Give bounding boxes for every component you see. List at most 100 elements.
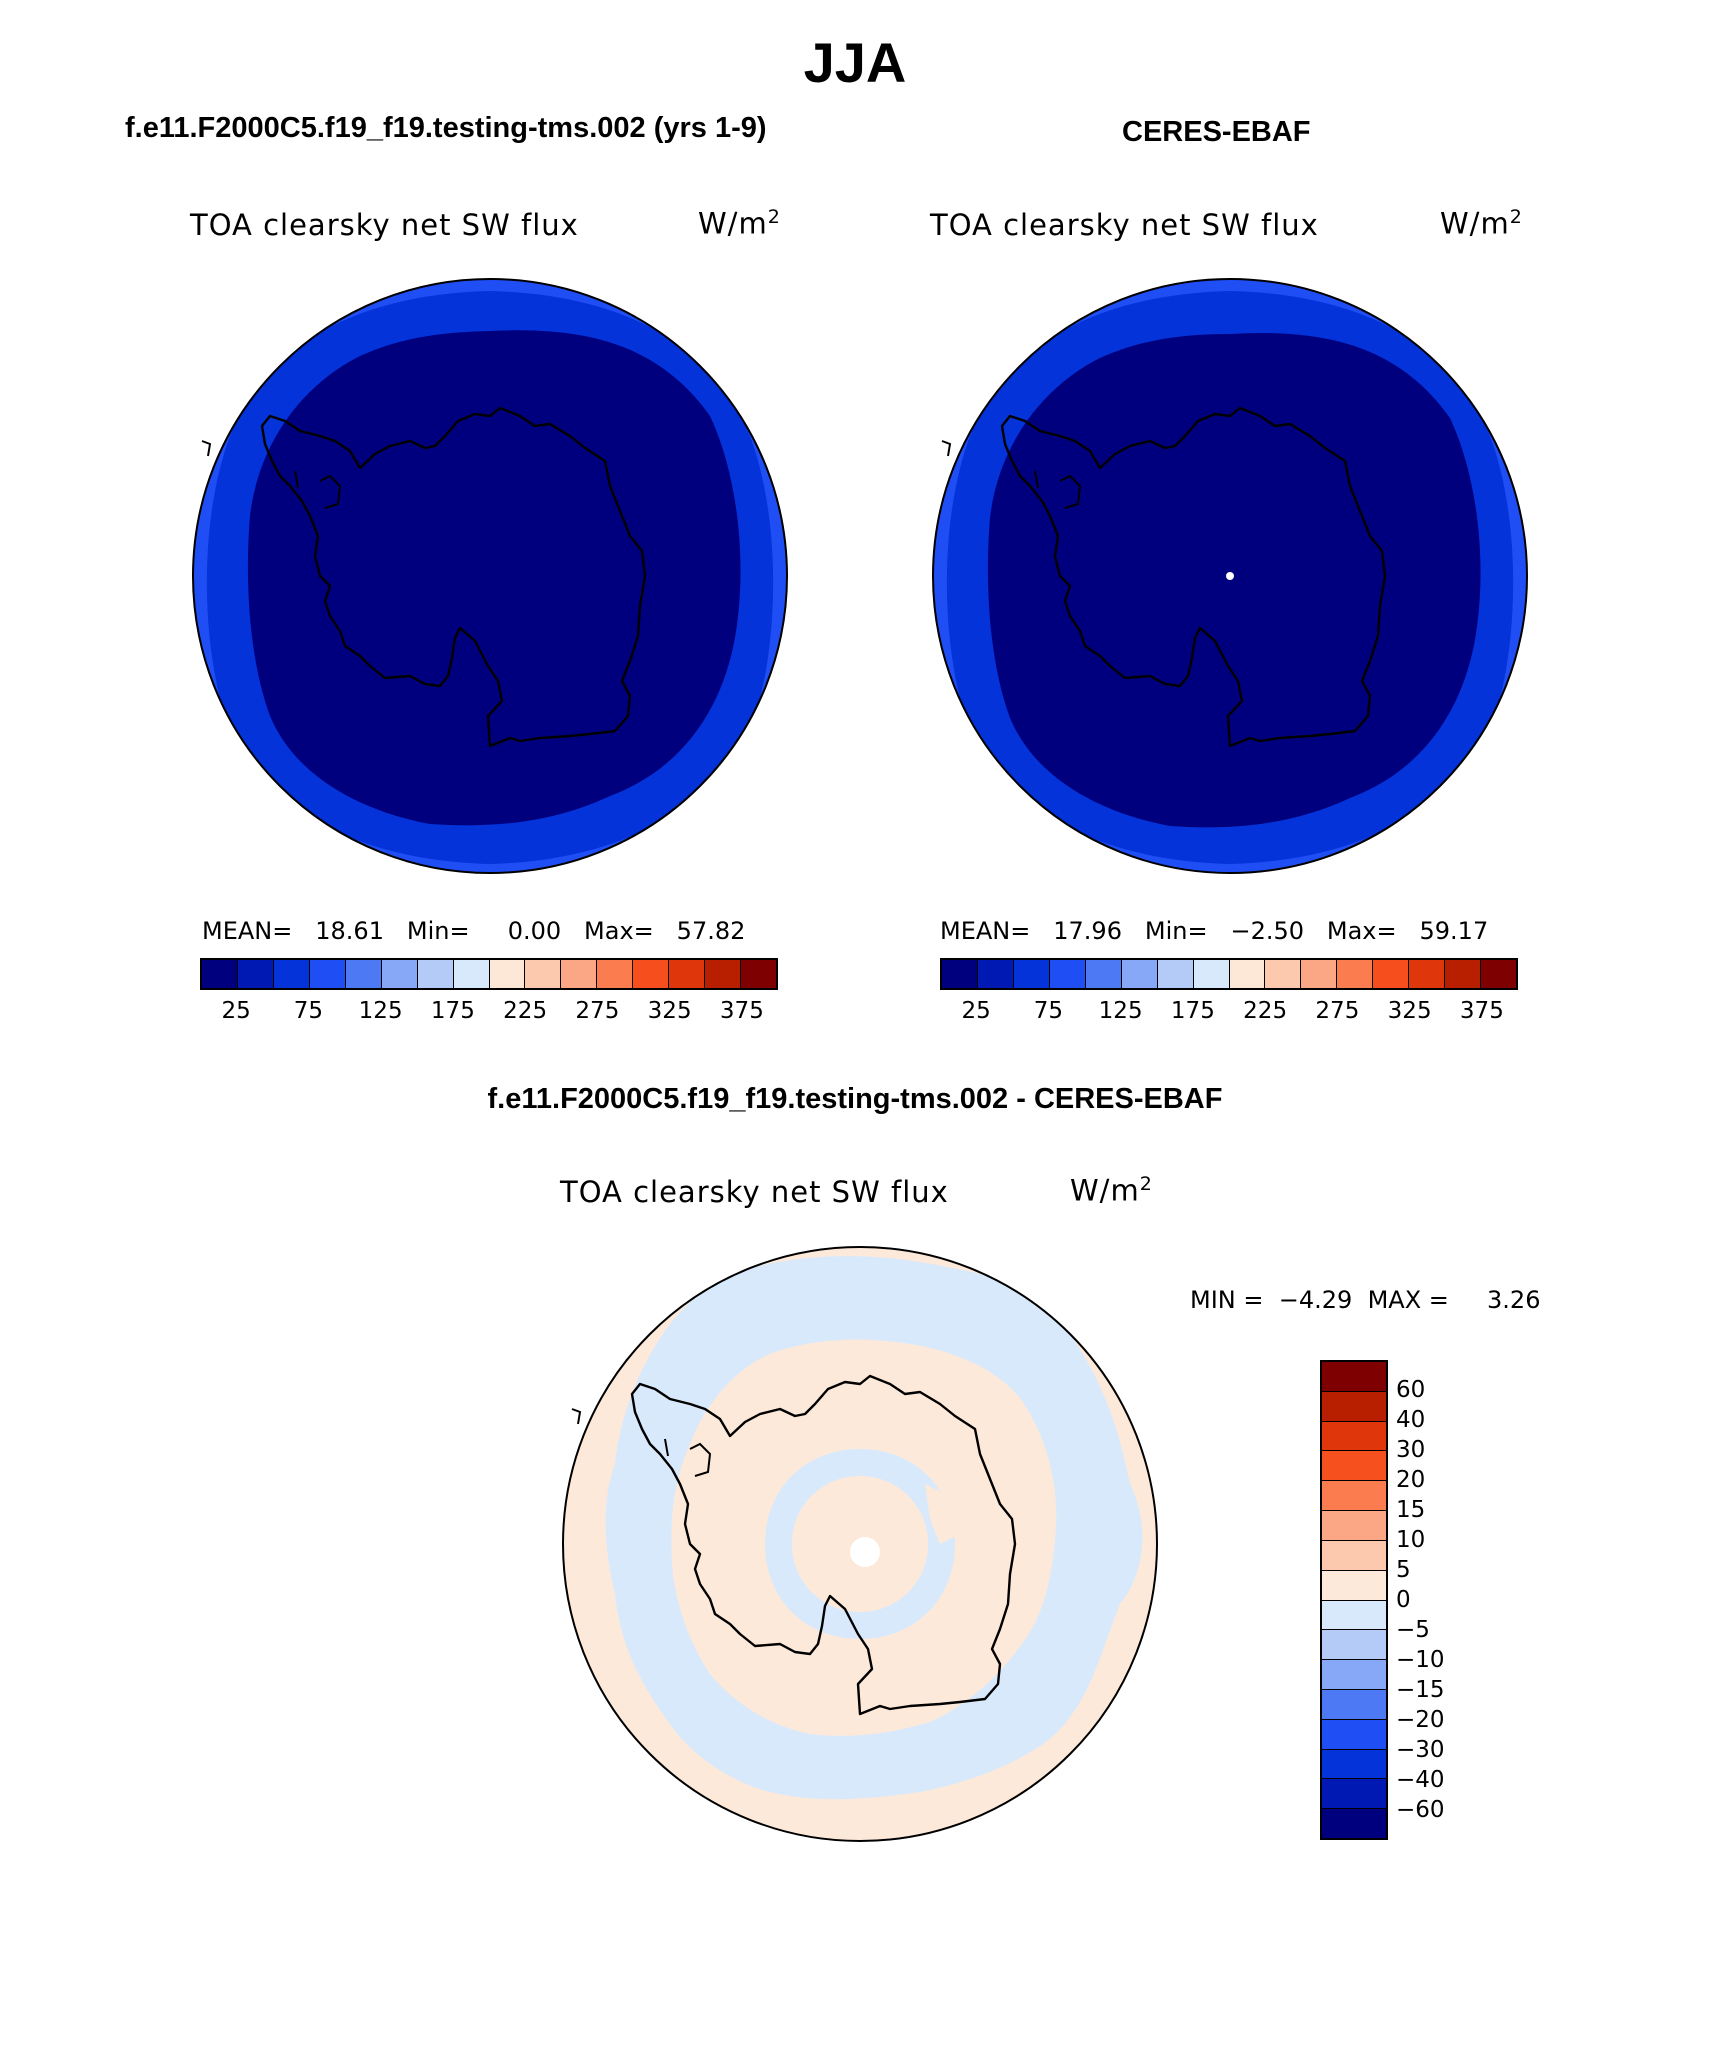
obs-colorbar-swatch [1481,960,1516,988]
diff-polar-map [562,1246,1158,1842]
obs-colorbar-swatch [1445,960,1482,988]
obs-stats: MEAN= 17.96 Min= −2.50 Max= 59.17 [940,917,1489,945]
model-units-label: W/m2 [698,206,781,241]
obs-colorbar-tick-label: 325 [1387,998,1432,1024]
diff-colorbar-tick-label: −20 [1396,1707,1445,1733]
model-colorbar-swatch [273,960,310,988]
model-colorbar-swatch [489,960,526,988]
diff-colorbar-tick-label: 60 [1396,1377,1426,1403]
obs-colorbar-tick-label: 75 [1033,998,1064,1024]
model-colorbar-tick-label: 125 [358,998,403,1024]
diff-colorbar-tick-label: −40 [1396,1767,1445,1793]
diff-colorbar [1320,1360,1388,1840]
obs-colorbar-swatch [1013,960,1050,988]
model-case-title: f.e11.F2000C5.f19_f19.testing-tms.002 (y… [125,112,767,144]
obs-colorbar-swatch [1265,960,1302,988]
obs-colorbar-swatch [942,960,978,988]
diff-units-label: W/m2 [1070,1173,1153,1208]
model-stats: MEAN= 18.61 Min= 0.00 Max= 57.82 [202,917,746,945]
model-colorbar-tick-label: 75 [293,998,324,1024]
obs-colorbar-swatch [1373,960,1410,988]
obs-antarctica-coastline [1000,406,1387,748]
obs-colorbar-tick-label: 175 [1170,998,1215,1024]
obs-case-title: CERES-EBAF [1122,116,1311,148]
obs-colorbar-swatch [1301,960,1338,988]
diff-colorbar-tick-label: −15 [1396,1677,1445,1703]
model-colorbar-swatch [237,960,274,988]
model-colorbar [200,958,778,990]
obs-colorbar-tick-label: 25 [961,998,991,1024]
obs-colorbar-swatch [1409,960,1446,988]
obs-colorbar-swatch [1157,960,1194,988]
model-colorbar-swatch [597,960,634,988]
model-colorbar-ticks: 25 75 125 175 225 275 325 375 [200,998,778,1028]
diff-case-title: f.e11.F2000C5.f19_f19.testing-tms.002 - … [487,1083,1223,1115]
diff-colorbar-tick-label: 40 [1396,1407,1426,1433]
diff-colorbar-tick-label: −10 [1396,1647,1445,1673]
diff-variable-label: TOA clearsky net SW flux [560,1175,949,1209]
diff-antarctica-coastline [630,1374,1017,1716]
model-colorbar-tick-label: 225 [503,998,548,1024]
obs-colorbar-tick-label: 225 [1243,998,1288,1024]
model-colorbar-tick-label: 325 [647,998,692,1024]
diff-colorbar-swatch [1322,1362,1386,1392]
diff-colorbar-ticks: 60 40 30 20 15 10 5 0 −5 −10 −15 −20 −30 −40 −60 [1396,1360,1496,1840]
obs-colorbar-swatch [1229,960,1266,988]
diff-colorbar-swatch [1322,1600,1386,1631]
model-colorbar-tick-label: 275 [575,998,620,1024]
model-colorbar-swatch [669,960,706,988]
diff-colorbar-tick-label: 20 [1396,1467,1426,1493]
diff-colorbar-tick-label: 5 [1396,1557,1411,1583]
obs-colorbar-tick-label: 125 [1098,998,1143,1024]
diff-colorbar-tick-label: −60 [1396,1797,1445,1823]
model-colorbar-swatch [381,960,418,988]
model-colorbar-swatch [561,960,598,988]
model-antarctica-coastline [260,406,647,748]
model-colorbar-swatch [202,960,238,988]
diff-colorbar-swatch [1322,1421,1386,1452]
diff-colorbar-swatch [1322,1511,1386,1541]
model-colorbar-swatch [741,960,776,988]
model-colorbar-tick-label: 25 [221,998,251,1024]
diff-colorbar-swatch [1322,1540,1386,1571]
diff-colorbar-swatch [1322,1451,1386,1482]
diff-colorbar-swatch [1322,1809,1386,1838]
diff-stats: MIN = −4.29 MAX = 3.26 [1190,1286,1541,1314]
obs-polar-map [932,278,1528,874]
obs-colorbar-swatch [1049,960,1086,988]
diff-colorbar-swatch [1322,1391,1386,1422]
obs-colorbar-tick-label: 275 [1315,998,1360,1024]
model-colorbar-swatch [525,960,562,988]
obs-colorbar-swatch [1121,960,1158,988]
model-colorbar-tick-label: 375 [719,998,764,1024]
model-colorbar-swatch [705,960,742,988]
diff-colorbar-swatch [1322,1719,1386,1750]
diff-colorbar-swatch [1322,1481,1386,1512]
model-colorbar-swatch [417,960,454,988]
obs-colorbar-swatch [1193,960,1230,988]
diff-colorbar-tick-label: 30 [1396,1437,1426,1463]
diff-colorbar-tick-label: 10 [1396,1527,1426,1553]
obs-variable-label: TOA clearsky net SW flux [930,208,1319,242]
diff-colorbar-tick-label: −5 [1396,1617,1430,1643]
model-colorbar-swatch [633,960,670,988]
model-colorbar-swatch [453,960,490,988]
obs-colorbar-swatch [1085,960,1122,988]
model-colorbar-swatch [309,960,346,988]
page-title: JJA [803,31,907,94]
diff-colorbar-tick-label: 0 [1396,1587,1411,1613]
obs-units-label: W/m2 [1440,206,1523,241]
diff-colorbar-swatch [1322,1779,1386,1810]
obs-colorbar-swatch [1337,960,1374,988]
obs-colorbar-ticks: 25 75 125 175 225 275 325 375 [940,998,1518,1028]
diff-colorbar-swatch [1322,1749,1386,1780]
diff-colorbar-swatch [1322,1689,1386,1720]
obs-colorbar-swatch [977,960,1014,988]
model-colorbar-tick-label: 175 [430,998,475,1024]
obs-colorbar-tick-label: 375 [1459,998,1504,1024]
model-colorbar-swatch [345,960,382,988]
model-variable-label: TOA clearsky net SW flux [190,208,579,242]
diff-colorbar-tick-label: 15 [1396,1497,1426,1523]
model-polar-map [192,278,788,874]
diff-colorbar-tick-label: −30 [1396,1737,1445,1763]
